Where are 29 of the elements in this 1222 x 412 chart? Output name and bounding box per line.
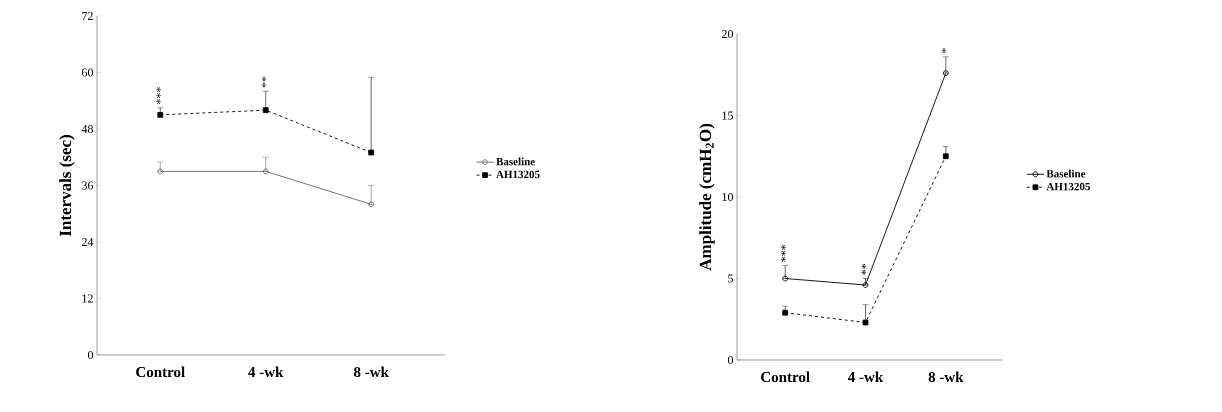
x-tick-label: 8 -wk — [928, 371, 964, 383]
legend-label: Baseline — [496, 157, 535, 166]
y-tick-label: 20 — [722, 29, 734, 39]
y-tick-label: 10 — [722, 192, 734, 202]
y-tick-label: 24 — [82, 238, 94, 246]
legend-label: AH13205 — [496, 170, 540, 179]
y-tick-label: 0 — [727, 355, 734, 365]
x-tick-label: 4 -wk — [847, 371, 884, 383]
annotation: ** — [861, 263, 866, 275]
y-tick-label: 60 — [81, 68, 94, 77]
x-tick-label: Control — [136, 366, 185, 378]
y-axis-title: Amplitude (cmH$_{2}$O) — [699, 123, 715, 271]
annotation: *** — [156, 87, 161, 105]
annotation: ** — [261, 76, 267, 88]
y-tick-label: 15 — [722, 111, 734, 120]
y-tick-label: 12 — [82, 294, 93, 303]
legend-label: Baseline — [1046, 169, 1086, 178]
y-tick-label: 36 — [82, 181, 94, 190]
annotation: * — [941, 48, 947, 54]
y-tick-label: 0 — [87, 350, 94, 360]
y-tick-label: 5 — [728, 274, 734, 283]
annotation: *** — [781, 244, 786, 262]
y-tick-label: 48 — [81, 124, 94, 134]
y-axis-title: Intervals (sec) — [59, 135, 75, 237]
legend-label: AH13205 — [1046, 182, 1090, 191]
x-tick-label: 8 -wk — [353, 366, 389, 378]
y-tick-label: 72 — [82, 12, 93, 20]
x-tick-label: 4 -wk — [248, 366, 284, 378]
x-tick-label: Control — [761, 371, 810, 383]
